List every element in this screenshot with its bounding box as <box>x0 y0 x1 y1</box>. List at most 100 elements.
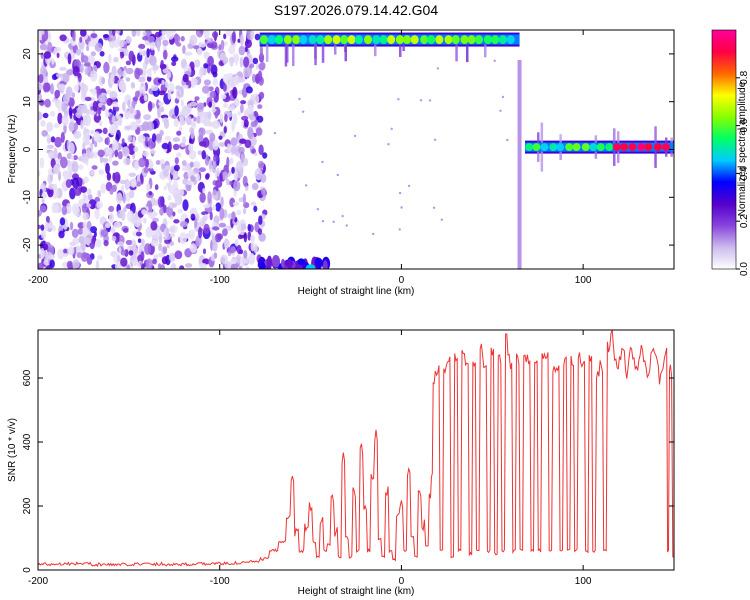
noise-blob <box>213 252 218 259</box>
noise-blob <box>167 70 172 79</box>
noise-blob <box>230 137 238 147</box>
noise-blob <box>255 61 259 70</box>
zero-band-streak-up <box>665 137 668 143</box>
noise-blob <box>127 99 131 108</box>
noise-blob <box>167 195 172 201</box>
noise-blob <box>160 106 165 113</box>
noise-blob <box>161 256 168 265</box>
noise-blob <box>65 86 73 98</box>
upper-band-streak <box>466 44 469 63</box>
noise-blob <box>255 127 263 136</box>
noise-blob <box>219 52 226 61</box>
noise-blob <box>253 205 258 212</box>
noise-blob <box>140 251 145 262</box>
noise-blob <box>238 45 246 56</box>
noise-blob <box>60 156 68 169</box>
noise-blob <box>232 201 240 206</box>
noise-blob <box>52 225 56 232</box>
sparse-dot <box>321 220 325 223</box>
noise-blob <box>41 130 48 137</box>
colorbar-tick-label: 0.4 <box>739 166 750 180</box>
noise-blob <box>161 142 169 150</box>
colorbar-axis: 0.0 0.2 0.4 0.6 0.8 <box>736 70 750 276</box>
snr-y-tick-label: 400 <box>22 433 33 450</box>
noise-blob <box>258 91 265 100</box>
noise-blob <box>93 131 101 142</box>
sparse-dot <box>398 228 401 231</box>
sparse-dot <box>397 98 400 101</box>
noise-blob <box>166 243 170 249</box>
zero-band-blob <box>532 143 541 152</box>
noise-blob <box>184 51 193 56</box>
noise-blob <box>253 243 258 254</box>
noise-blob <box>222 73 230 84</box>
noise-blob <box>68 121 75 132</box>
spectrogram-heatmap <box>38 30 674 269</box>
noise-blob <box>240 100 247 105</box>
noise-blob <box>116 30 120 34</box>
noise-blob <box>101 157 109 163</box>
snr-x-tick-label: 0 <box>399 576 405 587</box>
noise-blob <box>236 160 244 172</box>
noise-blob <box>203 30 210 40</box>
noise-blob <box>202 137 210 148</box>
noise-blob <box>134 160 139 171</box>
noise-blob <box>203 214 209 220</box>
noise-blob <box>121 146 130 157</box>
noise-blob <box>82 212 90 221</box>
noise-blob <box>242 175 248 187</box>
noise-blob <box>192 78 198 86</box>
noise-blob <box>212 204 217 211</box>
noise-blob <box>197 150 203 156</box>
noise-blob <box>75 107 83 119</box>
lower-band-blob <box>260 262 266 269</box>
noise-blob <box>257 228 262 235</box>
noise-blob <box>223 126 227 134</box>
zero-band-blob <box>612 143 621 152</box>
noise-blob <box>239 56 244 68</box>
noise-blob <box>215 202 222 212</box>
colorbar-gradient <box>711 29 737 270</box>
noise-blob <box>192 160 201 169</box>
noise-blob <box>214 233 222 243</box>
noise-blob <box>218 135 223 140</box>
sparse-dot <box>316 208 319 211</box>
noise-blob <box>128 50 135 62</box>
upper-band-blob <box>475 35 483 45</box>
colorbar-label: Normalized spectral amplitude <box>737 81 748 216</box>
noise-blob <box>71 228 79 238</box>
noise-blob <box>260 62 266 68</box>
noise-blob <box>43 51 52 59</box>
spectrogram-y-tick-label: 10 <box>22 96 33 108</box>
noise-blob <box>220 196 224 208</box>
noise-blob <box>106 172 112 181</box>
noise-blob <box>163 186 167 191</box>
noise-blob <box>190 175 195 183</box>
noise-blob <box>78 235 85 244</box>
noise-blob <box>135 90 140 98</box>
noise-blob <box>149 55 157 66</box>
noise-blob <box>183 84 189 89</box>
noise-blob <box>96 201 103 209</box>
noise-blob <box>40 52 44 59</box>
noise-blob <box>110 226 116 234</box>
noise-blob <box>222 228 228 237</box>
noise-blob <box>208 158 212 170</box>
noise-blob <box>129 105 134 114</box>
spectrogram-y-tick-label: -20 <box>22 237 33 252</box>
noise-blob <box>245 86 253 94</box>
upper-band-blob <box>340 35 349 45</box>
noise-blob <box>203 223 210 235</box>
noise-blob <box>72 259 80 269</box>
colorbar-tick-label: 0.6 <box>739 118 750 132</box>
noise-blob <box>123 65 127 72</box>
spectrogram-x-label: Height of straight line (km) <box>298 286 415 297</box>
noise-blob <box>245 185 249 192</box>
noise-blob <box>198 167 206 173</box>
noise-blob <box>97 149 105 158</box>
noise-blob <box>124 108 130 120</box>
noise-blob <box>140 82 144 87</box>
noise-blob <box>224 114 228 123</box>
noise-blob <box>220 39 225 51</box>
noise-blob <box>113 56 119 63</box>
